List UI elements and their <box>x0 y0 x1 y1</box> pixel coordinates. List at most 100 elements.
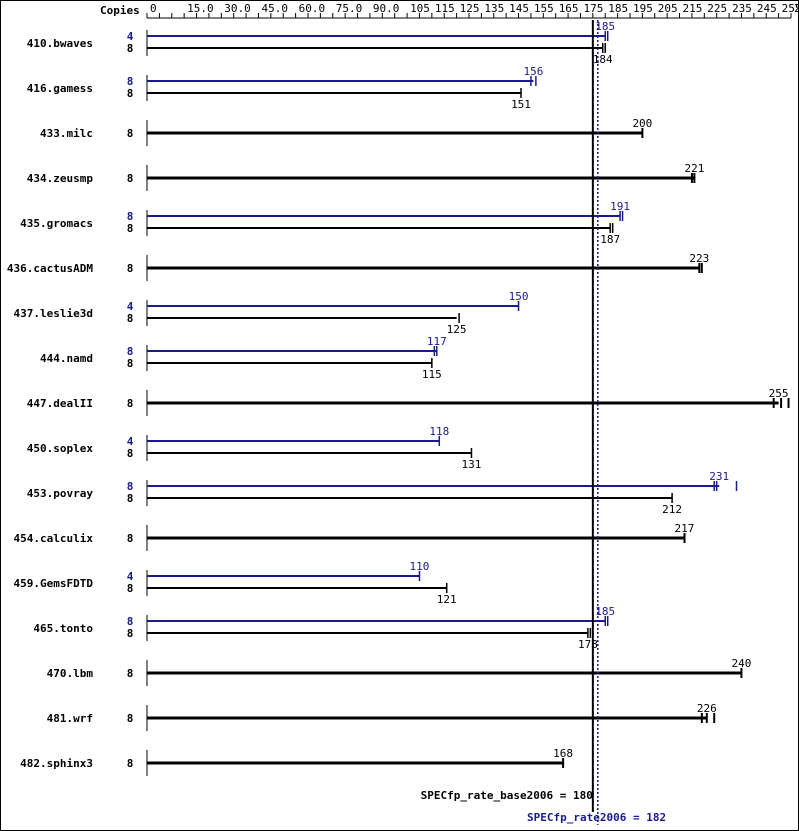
x-tick-label: 115 <box>435 2 455 15</box>
peak-copies: 4 <box>127 570 134 583</box>
bar-value-label: 200 <box>632 117 652 130</box>
benchmark-name: 435.gromacs <box>20 217 93 230</box>
x-tick-label: 45.0 <box>261 2 288 15</box>
benchmark-row: 447.dealII 8 255 <box>27 387 790 416</box>
peak-copies: 8 <box>127 615 134 628</box>
peak-copies: 8 <box>127 210 134 223</box>
x-tick-label: 15.0 <box>187 2 214 15</box>
bar-value-label: 121 <box>437 593 457 606</box>
peak-copies: 4 <box>127 435 134 448</box>
bar-value-label: 131 <box>462 458 482 471</box>
bar-value-label: 110 <box>410 560 430 573</box>
base-copies: 8 <box>127 262 134 275</box>
benchmark-name: 410.bwaves <box>27 37 93 50</box>
benchmark-row: 437.leslie3d 48 150 125 <box>14 290 529 336</box>
x-tick-label: 175 <box>583 2 603 15</box>
benchmark-name: 459.GemsFDTD <box>14 577 94 590</box>
x-tick-label: 30.0 <box>224 2 251 15</box>
reference-lines: SPECfp_rate_base2006 = 180 SPECfp_rate200… <box>421 20 666 825</box>
peak-reference-label: SPECfp_rate2006 = 182 <box>527 811 666 824</box>
base-copies: 8 <box>127 532 134 545</box>
x-tick-label: 185 <box>608 2 628 15</box>
x-tick-label: 245 <box>757 2 777 15</box>
benchmark-row: 436.cactusADM 8 223 <box>7 252 709 281</box>
benchmark-name: 447.dealII <box>27 397 93 410</box>
benchmark-row: 459.GemsFDTD 48 110 121 <box>14 560 457 606</box>
benchmark-name: 481.wrf <box>47 712 93 725</box>
bar-value-label: 231 <box>709 470 729 483</box>
benchmark-row: 435.gromacs 88 191 187 <box>20 200 630 246</box>
bar-value-label: 255 <box>769 387 789 400</box>
x-tick-label: 105 <box>410 2 430 15</box>
peak-copies: 4 <box>127 300 134 313</box>
bar-value-label: 223 <box>689 252 709 265</box>
base-copies: 8 <box>127 757 134 770</box>
benchmark-name: 454.calculix <box>14 532 94 545</box>
x-tick-label: 90.0 <box>373 2 400 15</box>
benchmark-row: 433.milc 8 200 <box>40 117 652 146</box>
x-tick-label: 255 <box>782 2 799 15</box>
benchmark-name: 434.zeusmp <box>27 172 94 185</box>
benchmark-row: 434.zeusmp 8 221 <box>27 162 704 191</box>
base-copies: 8 <box>127 42 134 55</box>
bar-value-label: 115 <box>422 368 442 381</box>
base-copies: 8 <box>127 582 134 595</box>
base-copies: 8 <box>127 397 134 410</box>
copies-header: Copies <box>100 4 140 17</box>
base-copies: 8 <box>127 222 134 235</box>
benchmark-name: 444.namd <box>40 352 93 365</box>
x-tick-label: 195 <box>633 2 653 15</box>
peak-copies: 4 <box>127 30 134 43</box>
x-tick-label: 0 <box>150 2 157 15</box>
benchmark-rows: 410.bwaves48185184416.gamess88156151433.… <box>7 20 790 776</box>
base-copies: 8 <box>127 447 134 460</box>
base-copies: 8 <box>127 712 134 725</box>
base-copies: 8 <box>127 312 134 325</box>
benchmark-name: 482.sphinx3 <box>20 757 93 770</box>
x-tick-label: 75.0 <box>336 2 363 15</box>
benchmark-row: 465.tonto 88 185 178 <box>33 605 615 651</box>
benchmark-row: 454.calculix 8 217 <box>14 522 695 551</box>
x-tick-label: 235 <box>732 2 752 15</box>
bar-value-label: 125 <box>447 323 467 336</box>
base-copies: 8 <box>127 172 134 185</box>
benchmark-name: 433.milc <box>40 127 93 140</box>
x-tick-label: 155 <box>534 2 554 15</box>
bar-value-label: 217 <box>675 522 695 535</box>
bar-value-label: 184 <box>593 53 613 66</box>
benchmark-name: 416.gamess <box>27 82 93 95</box>
x-tick-label: 165 <box>559 2 579 15</box>
bar-value-label: 221 <box>684 162 704 175</box>
benchmark-row: 416.gamess 88 156 151 <box>27 65 544 111</box>
bar-value-label: 226 <box>697 702 717 715</box>
bar-value-label: 151 <box>511 98 531 111</box>
peak-copies: 8 <box>127 345 134 358</box>
x-tick-label: 60.0 <box>299 2 326 15</box>
x-tick-label: 135 <box>484 2 504 15</box>
base-copies: 8 <box>127 627 134 640</box>
bar-value-label: 191 <box>610 200 630 213</box>
peak-copies: 8 <box>127 75 134 88</box>
x-tick-label: 225 <box>707 2 727 15</box>
x-axis: 0 15.0 30.0 45.0 60.0 75.0 90.0 105 115 125 135 145… <box>146 2 799 19</box>
base-copies: 8 <box>127 667 134 680</box>
base-copies: 8 <box>127 357 134 370</box>
x-tick-label: 145 <box>509 2 529 15</box>
benchmark-row: 444.namd 88 117 115 <box>40 335 447 381</box>
benchmark-row: 453.povray 88 231 212 <box>27 470 738 516</box>
benchmark-row: 481.wrf 8 226 <box>47 702 717 731</box>
x-tick-label: 215 <box>683 2 703 15</box>
x-tick-label: 260 <box>794 2 799 15</box>
bar-value-label: 168 <box>553 747 573 760</box>
bar-value-label: 118 <box>429 425 449 438</box>
benchmark-name: 437.leslie3d <box>14 307 93 320</box>
benchmark-name: 436.cactusADM <box>7 262 93 275</box>
base-copies: 8 <box>127 492 134 505</box>
benchmark-row: 470.lbm 8 240 <box>47 657 751 686</box>
base-copies: 8 <box>127 87 134 100</box>
x-tick-label: 205 <box>658 2 678 15</box>
peak-copies: 8 <box>127 480 134 493</box>
benchmark-name: 470.lbm <box>47 667 94 680</box>
